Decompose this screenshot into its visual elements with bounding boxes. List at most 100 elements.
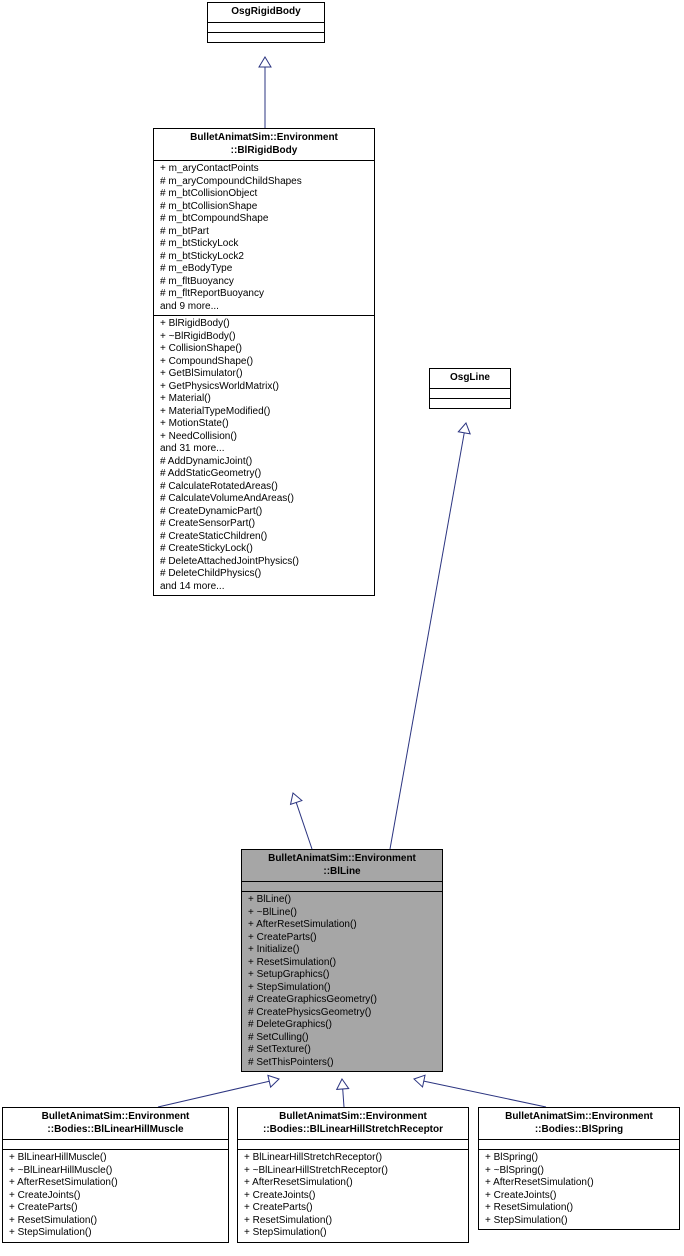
uml-member: # SetCulling()	[248, 1032, 436, 1045]
uml-member: + GetPhysicsWorldMatrix()	[160, 381, 368, 394]
uml-member: + CreateJoints()	[244, 1190, 462, 1203]
uml-member: # CreateSensorPart()	[160, 518, 368, 531]
uml-member: + ResetSimulation()	[244, 1215, 462, 1228]
uml-member: # m_btCollisionShape	[160, 201, 368, 214]
uml-member: + SetupGraphics()	[248, 969, 436, 982]
uml-member: # CreateDynamicPart()	[160, 506, 368, 519]
uml-member: # DeleteGraphics()	[248, 1019, 436, 1032]
uml-empty-section	[238, 1140, 468, 1150]
uml-member: + MaterialTypeModified()	[160, 406, 368, 419]
inheritance-arrowhead	[458, 423, 470, 434]
uml-member: # m_btPart	[160, 226, 368, 239]
uml-title: BulletAnimatSim::Environment ::Bodies::B…	[3, 1108, 228, 1140]
uml-member: + CreateJoints()	[485, 1190, 673, 1203]
uml-member: + CollisionShape()	[160, 343, 368, 356]
uml-member: + BlSpring()	[485, 1152, 673, 1165]
uml-member: + StepSimulation()	[485, 1215, 673, 1228]
uml-title: BulletAnimatSim::Environment ::BlLine	[242, 850, 442, 882]
uml-member: + AfterResetSimulation()	[485, 1177, 673, 1190]
inheritance-arrowhead	[268, 1075, 279, 1087]
uml-member: # AddDynamicJoint()	[160, 456, 368, 469]
uml-empty-section	[242, 882, 442, 892]
uml-section: + m_aryContactPoints# m_aryCompoundChild…	[154, 161, 374, 316]
uml-member: + CreateParts()	[248, 932, 436, 945]
uml-member: # DeleteChildPhysics()	[160, 568, 368, 581]
uml-member: + ResetSimulation()	[9, 1215, 222, 1228]
uml-member: # CreateStaticChildren()	[160, 531, 368, 544]
uml-box-bl-spring: BulletAnimatSim::Environment ::Bodies::B…	[478, 1107, 680, 1230]
uml-member: + m_aryContactPoints	[160, 163, 368, 176]
uml-member: + ResetSimulation()	[248, 957, 436, 970]
uml-member: + ~BlRigidBody()	[160, 331, 368, 344]
uml-empty-section	[430, 389, 510, 399]
uml-member: # CreateGraphicsGeometry()	[248, 994, 436, 1007]
uml-member: # m_btCollisionObject	[160, 188, 368, 201]
uml-member: + StepSimulation()	[248, 982, 436, 995]
inheritance-arrowhead	[291, 793, 302, 804]
uml-title: OsgRigidBody	[208, 3, 324, 23]
uml-member: and 14 more...	[160, 581, 368, 594]
inheritance-edge	[390, 433, 464, 849]
uml-member: + BlLine()	[248, 894, 436, 907]
uml-member: # m_aryCompoundChildShapes	[160, 176, 368, 189]
uml-member: + AfterResetSimulation()	[9, 1177, 222, 1190]
inheritance-arrowhead	[414, 1075, 425, 1087]
uml-member: + StepSimulation()	[244, 1227, 462, 1240]
uml-member: + BlLinearHillMuscle()	[9, 1152, 222, 1165]
uml-box-bl-linear-hill-stretch-receptor: BulletAnimatSim::Environment ::Bodies::B…	[237, 1107, 469, 1243]
uml-title: BulletAnimatSim::Environment ::Bodies::B…	[479, 1108, 679, 1140]
uml-member: # m_btStickyLock	[160, 238, 368, 251]
inheritance-arrowhead	[337, 1079, 349, 1089]
uml-member: # m_btCompoundShape	[160, 213, 368, 226]
uml-empty-section	[208, 23, 324, 33]
uml-member: + AfterResetSimulation()	[244, 1177, 462, 1190]
uml-section: + BlLine()+ ~BlLine()+ AfterResetSimulat…	[242, 892, 442, 1071]
uml-member: # m_fltReportBuoyancy	[160, 288, 368, 301]
uml-member: + CreateParts()	[9, 1202, 222, 1215]
inheritance-edge	[158, 1081, 269, 1107]
uml-member: + ~BlLinearHillStretchReceptor()	[244, 1165, 462, 1178]
uml-member: + Material()	[160, 393, 368, 406]
uml-empty-section	[3, 1140, 228, 1150]
uml-section: + BlSpring()+ ~BlSpring()+ AfterResetSim…	[479, 1150, 679, 1229]
uml-empty-section	[479, 1140, 679, 1150]
uml-member: # m_fltBuoyancy	[160, 276, 368, 289]
uml-section: + BlRigidBody()+ ~BlRigidBody()+ Collisi…	[154, 316, 374, 595]
inheritance-edge	[424, 1081, 546, 1107]
uml-member: # m_btStickyLock2	[160, 251, 368, 264]
uml-member: # CalculateRotatedAreas()	[160, 481, 368, 494]
uml-member: + BlLinearHillStretchReceptor()	[244, 1152, 462, 1165]
uml-member: # CreatePhysicsGeometry()	[248, 1007, 436, 1020]
uml-box-bl-rigid-body: BulletAnimatSim::Environment ::BlRigidBo…	[153, 128, 375, 596]
inheritance-edge	[296, 802, 312, 849]
uml-member: # CreateStickyLock()	[160, 543, 368, 556]
uml-title: BulletAnimatSim::Environment ::BlRigidBo…	[154, 129, 374, 161]
inheritance-edge	[343, 1089, 344, 1107]
uml-member: # m_eBodyType	[160, 263, 368, 276]
uml-member: + StepSimulation()	[9, 1227, 222, 1240]
uml-member: + CompoundShape()	[160, 356, 368, 369]
uml-box-osg-line: OsgLine	[429, 368, 511, 409]
uml-member: + AfterResetSimulation()	[248, 919, 436, 932]
uml-member: + ResetSimulation()	[485, 1202, 673, 1215]
uml-section: + BlLinearHillMuscle()+ ~BlLinearHillMus…	[3, 1150, 228, 1242]
uml-section: + BlLinearHillStretchReceptor()+ ~BlLine…	[238, 1150, 468, 1242]
uml-member: + ~BlLinearHillMuscle()	[9, 1165, 222, 1178]
uml-member: + ~BlSpring()	[485, 1165, 673, 1178]
uml-member: # SetThisPointers()	[248, 1057, 436, 1070]
uml-member: + BlRigidBody()	[160, 318, 368, 331]
uml-member: # AddStaticGeometry()	[160, 468, 368, 481]
uml-title: BulletAnimatSim::Environment ::Bodies::B…	[238, 1108, 468, 1140]
uml-member: + GetBlSimulator()	[160, 368, 368, 381]
uml-member: + ~BlLine()	[248, 907, 436, 920]
uml-empty-section	[430, 399, 510, 408]
uml-box-bl-line: BulletAnimatSim::Environment ::BlLine+ B…	[241, 849, 443, 1072]
uml-box-osg-rigid-body: OsgRigidBody	[207, 2, 325, 43]
uml-title: OsgLine	[430, 369, 510, 389]
uml-member: + Initialize()	[248, 944, 436, 957]
uml-member: + MotionState()	[160, 418, 368, 431]
uml-box-bl-linear-hill-muscle: BulletAnimatSim::Environment ::Bodies::B…	[2, 1107, 229, 1243]
uml-member: # CalculateVolumeAndAreas()	[160, 493, 368, 506]
uml-member: and 9 more...	[160, 301, 368, 314]
uml-member: + CreateJoints()	[9, 1190, 222, 1203]
